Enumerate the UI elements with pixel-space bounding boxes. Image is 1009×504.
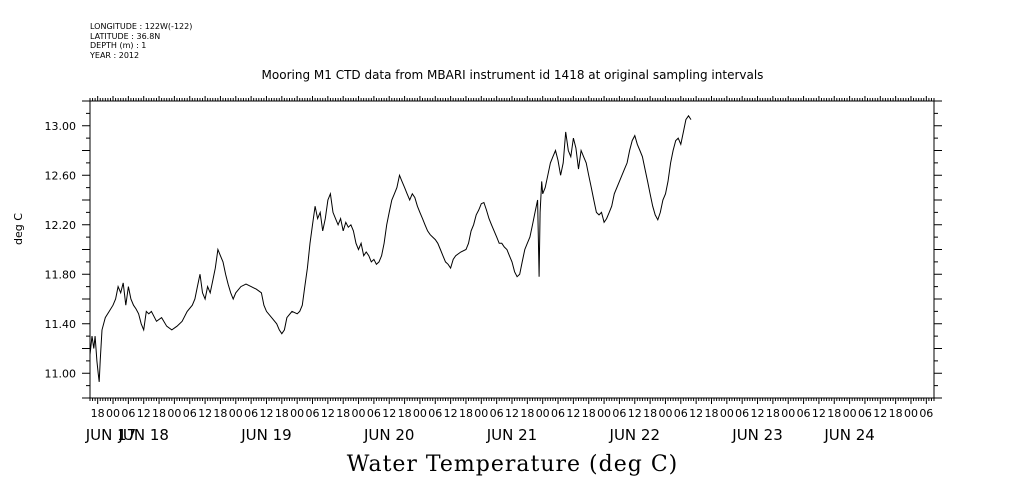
x-tick-label: 00 — [413, 407, 427, 420]
chart-marks — [89, 114, 692, 382]
x-day-label: JUN 24 — [823, 426, 874, 444]
x-tick-label: 12 — [566, 407, 580, 420]
x-day-label: JUN 17 — [85, 426, 136, 444]
x-day-label: JUN 19 — [240, 426, 291, 444]
depth-label: DEPTH (m) : 1 — [90, 41, 147, 50]
longitude-label: LONGITUDE : 122W(-122) — [90, 22, 193, 31]
x-tick-label: 06 — [306, 407, 320, 420]
x-tick-label: 12 — [321, 407, 335, 420]
x-tick-label: 18 — [827, 407, 841, 420]
x-tick-label: 18 — [398, 407, 412, 420]
x-tick-label: 12 — [505, 407, 519, 420]
x-day-label: JUN 23 — [731, 426, 782, 444]
x-tick-label: 06 — [490, 407, 504, 420]
x-day-label: JUN 22 — [609, 426, 660, 444]
x-tick-label: 12 — [873, 407, 887, 420]
y-tick-label: 12.20 — [45, 219, 77, 232]
x-tick-label: 18 — [213, 407, 227, 420]
x-tick-label: 06 — [244, 407, 258, 420]
y-tick-label: 11.40 — [45, 318, 77, 331]
x-tick-label: 06 — [797, 407, 811, 420]
x-tick-label: 18 — [275, 407, 289, 420]
x-day-label: JUN 20 — [363, 426, 414, 444]
x-tick-label: 12 — [689, 407, 703, 420]
temperature-series-line — [89, 114, 692, 382]
x-tick-label: 12 — [628, 407, 642, 420]
x-tick-label: 06 — [858, 407, 872, 420]
x-tick-label: 00 — [290, 407, 304, 420]
chart-title: Mooring M1 CTD data from MBARI instrumen… — [261, 68, 764, 82]
x-tick-label: 12 — [137, 407, 151, 420]
x-tick-label: 00 — [229, 407, 243, 420]
x-tick-label: 00 — [352, 407, 366, 420]
x-tick-label: 18 — [336, 407, 350, 420]
x-tick-label: 12 — [444, 407, 458, 420]
x-tick-label: 18 — [704, 407, 718, 420]
x-axis-label: Water Temperature (deg C) — [346, 452, 679, 477]
x-tick-label: 00 — [904, 407, 918, 420]
x-tick-label: 00 — [781, 407, 795, 420]
x-tick-label: 06 — [428, 407, 442, 420]
x-tick-label: 18 — [91, 407, 105, 420]
x-tick-label: 00 — [106, 407, 120, 420]
x-tick-label: 06 — [919, 407, 933, 420]
x-tick-label: 00 — [474, 407, 488, 420]
x-tick-label: 12 — [259, 407, 273, 420]
plot-frame — [89, 100, 935, 399]
x-tick-label: 18 — [459, 407, 473, 420]
x-tick-label: 00 — [536, 407, 550, 420]
x-tick-label: 06 — [121, 407, 135, 420]
x-tick-label: 06 — [612, 407, 626, 420]
x-tick-label: 18 — [766, 407, 780, 420]
x-day-label: JUN 18 — [117, 426, 168, 444]
latitude-label: LATITUDE : 36.8N — [90, 31, 161, 41]
header-info: LONGITUDE : 122W(-122) LATITUDE : 36.8N … — [90, 22, 192, 60]
x-tick-label: 18 — [889, 407, 903, 420]
year-label: YEAR : 2012 — [90, 50, 140, 60]
x-tick-label: 06 — [674, 407, 688, 420]
y-tick-label: 11.00 — [45, 367, 77, 380]
x-tick-label: 12 — [198, 407, 212, 420]
x-tick-label: 18 — [582, 407, 596, 420]
x-tick-label: 12 — [751, 407, 765, 420]
y-tick-label: 13.00 — [45, 120, 77, 133]
x-tick-label: 00 — [720, 407, 734, 420]
x-tick-label: 18 — [152, 407, 166, 420]
y-tick-label: 12.60 — [45, 169, 77, 182]
x-tick-label: 06 — [735, 407, 749, 420]
x-tick-label: 00 — [843, 407, 857, 420]
x-tick-label: 12 — [812, 407, 826, 420]
x-tick-label: 06 — [183, 407, 197, 420]
x-tick-label: 00 — [658, 407, 672, 420]
x-tick-label: 00 — [597, 407, 611, 420]
x-tick-label: 00 — [167, 407, 181, 420]
x-tick-label: 06 — [367, 407, 381, 420]
x-tick-label: 18 — [520, 407, 534, 420]
x-tick-label: 06 — [551, 407, 565, 420]
x-tick-label: 12 — [382, 407, 396, 420]
x-day-label: JUN 21 — [486, 426, 537, 444]
x-tick-label: 18 — [643, 407, 657, 420]
y-tick-label: 11.80 — [45, 268, 77, 281]
